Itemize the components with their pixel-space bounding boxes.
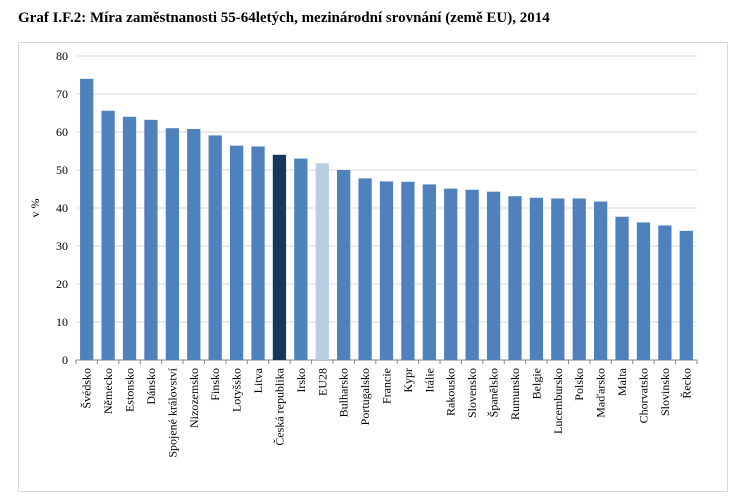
y-tick-label: 40 bbox=[56, 201, 68, 215]
bar bbox=[229, 145, 244, 360]
y-tick-label: 60 bbox=[56, 125, 68, 139]
bar bbox=[401, 181, 415, 360]
x-tick-label: Irsko bbox=[294, 368, 308, 393]
x-tick-label: Estonsko bbox=[123, 368, 137, 412]
x-tick-label: Belgie bbox=[529, 368, 543, 399]
bar bbox=[379, 181, 394, 360]
bar bbox=[337, 170, 351, 360]
bar bbox=[615, 216, 629, 360]
x-tick-label: Francie bbox=[380, 368, 394, 404]
bar bbox=[572, 198, 586, 360]
bar bbox=[294, 158, 308, 360]
bar bbox=[551, 198, 565, 360]
x-tick-label: Polsko bbox=[572, 368, 586, 401]
bar bbox=[486, 191, 501, 360]
chart-title: Graf I.F.2: Míra zaměstnanosti 55-64letý… bbox=[18, 10, 550, 26]
bar bbox=[508, 196, 522, 360]
bar bbox=[358, 178, 372, 360]
x-tick-label: Nizozemsko bbox=[187, 368, 201, 428]
x-tick-label: Maďarsko bbox=[594, 368, 608, 418]
x-tick-label: Německo bbox=[101, 368, 115, 414]
chart-frame: 0 10 20 30 40 50 60 70 80 v % Švédsko Německo Estons… bbox=[18, 42, 728, 492]
x-tick-label: Litva bbox=[251, 367, 265, 393]
x-tick-label: Spojené království bbox=[165, 367, 179, 457]
bar bbox=[315, 163, 329, 360]
bar bbox=[444, 188, 458, 360]
y-tick-label: 30 bbox=[56, 239, 68, 253]
x-tick-label: Španělsko bbox=[487, 368, 501, 417]
x-tick-label: Rakousko bbox=[444, 368, 458, 416]
x-tick-label: Dánsko bbox=[144, 368, 158, 405]
x-tick-label: Bulharsko bbox=[337, 368, 351, 417]
y-axis-label: v % bbox=[28, 199, 42, 218]
x-tick-label: Slovensko bbox=[465, 368, 479, 418]
y-tick-label: 0 bbox=[62, 353, 68, 367]
bar bbox=[101, 110, 115, 360]
y-tick-label: 80 bbox=[56, 49, 68, 63]
x-tick-label: Lotyšsko bbox=[230, 368, 244, 412]
bar bbox=[679, 230, 693, 360]
x-tick-label: Lucembursko bbox=[551, 368, 565, 434]
bar bbox=[122, 116, 137, 360]
bar bbox=[144, 119, 158, 360]
bar bbox=[187, 128, 201, 360]
bar bbox=[422, 184, 436, 360]
x-tick-label: EU28 bbox=[315, 368, 329, 396]
x-tick-label: Rumunsko bbox=[508, 368, 522, 420]
bar bbox=[272, 154, 287, 360]
bar bbox=[80, 78, 94, 361]
y-tick-label: 10 bbox=[56, 315, 68, 329]
x-tick-label: Slovinsko bbox=[658, 368, 672, 416]
x-tick-label: Finsko bbox=[208, 368, 222, 401]
bar bbox=[529, 197, 544, 360]
x-tick-label: Švédsko bbox=[80, 368, 94, 409]
x-tick-label: Česká republika bbox=[272, 367, 286, 445]
bar bbox=[165, 128, 180, 360]
bar bbox=[636, 222, 651, 360]
bar bbox=[593, 201, 608, 360]
bar bbox=[465, 189, 479, 360]
y-tick-label: 50 bbox=[56, 163, 68, 177]
bar bbox=[658, 225, 672, 360]
x-tick-label: Malta bbox=[615, 367, 629, 396]
x-tick-label: Itálie bbox=[422, 368, 436, 393]
x-tick-label: Řecko bbox=[679, 368, 693, 399]
y-tick-label: 20 bbox=[56, 277, 68, 291]
bar bbox=[208, 135, 222, 360]
x-tick-label: Chorvatsko bbox=[636, 368, 650, 423]
x-tick-label: Kypr bbox=[401, 368, 415, 393]
bar-chart: 0 10 20 30 40 50 60 70 80 v % Švédsko Německo Estons… bbox=[28, 49, 698, 458]
y-tick-label: 70 bbox=[56, 87, 68, 101]
x-tick-label: Portugalsko bbox=[358, 368, 372, 425]
bar bbox=[251, 146, 265, 360]
